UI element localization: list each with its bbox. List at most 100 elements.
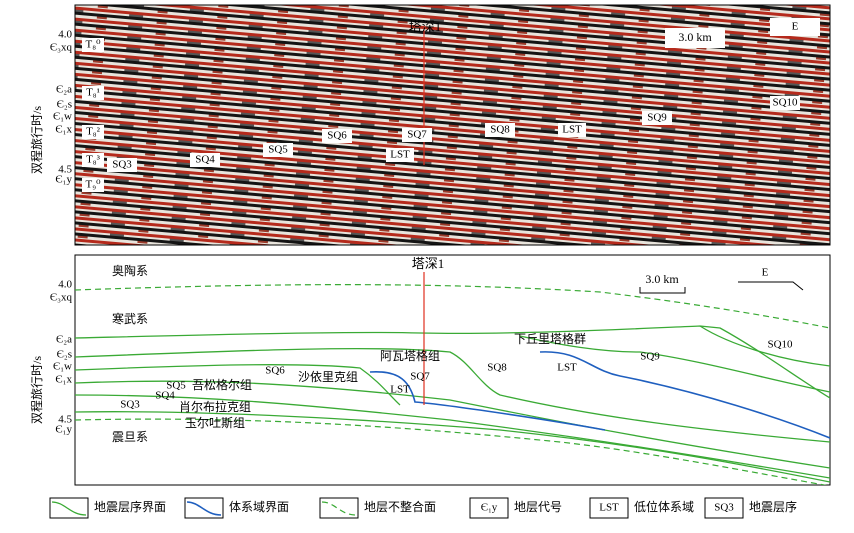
label: SQ4 (195, 154, 215, 166)
label: LST (390, 384, 410, 396)
unconformity (75, 418, 828, 485)
sequence-boundary (699, 325, 830, 367)
sequence-label: SQ4 (155, 390, 175, 402)
unit-label: 吾松格尔组 (192, 377, 252, 392)
legend-label: 体系域界面 (229, 500, 289, 514)
sequence-label: SQ5 (166, 380, 186, 392)
sequence-label: SQ7 (410, 371, 430, 383)
label: T₈¹ (86, 87, 100, 99)
label: SQ10 (772, 97, 798, 109)
label: SQ6 (327, 130, 347, 142)
formation-label: Є₃xq (50, 292, 73, 304)
formation-label: Є₂a (56, 84, 72, 96)
legend-box (49, 497, 89, 519)
sequence-boundary (75, 411, 830, 483)
y-tick-label: 4.0 (58, 29, 72, 41)
direction-box (770, 18, 820, 36)
formation-label: Є₂s (57, 349, 72, 361)
scale-label: 3.0 km (645, 272, 679, 286)
scale-label: 3.0 km (678, 30, 712, 44)
direction-label: E (762, 267, 769, 279)
sequence-boundary (75, 380, 830, 469)
legend-symbol: SQ3 (714, 502, 734, 514)
sequence-label: SQ3 (120, 399, 140, 411)
direction-label: E (792, 21, 799, 33)
label-box (82, 153, 104, 167)
scale-bar (639, 287, 686, 294)
y-tick-label: 4.5 (58, 164, 72, 176)
label: T₈² (86, 126, 101, 138)
label: SQ7 (407, 129, 427, 141)
legend-label: 地层不整合面 (364, 499, 436, 514)
label-box (263, 143, 293, 157)
label: T₈³ (86, 154, 101, 166)
formation-label: Є₁y (55, 424, 72, 436)
legend-symbol: Є₁y (481, 502, 498, 514)
labels: 双程旅行时/s4.04.5Є₃xqЄ₂aЄ₂sЄ₁wЄ₁xЄ₁y双程旅行时/s4… (29, 29, 800, 444)
label: LST (390, 149, 410, 161)
unit-label: 下丘里塔格群 (514, 331, 586, 346)
label: SQ5 (268, 144, 288, 156)
sequence-boundary (75, 364, 401, 406)
label: LST (557, 362, 577, 374)
sequence-label: SQ10 (767, 339, 793, 351)
legend-box (589, 497, 629, 519)
sequence-label: SQ8 (487, 362, 507, 374)
y-tick-label: 4.0 (58, 279, 72, 291)
legend-box (319, 497, 359, 519)
unconformity (75, 284, 830, 329)
label: SQ8 (490, 124, 510, 136)
legend-label: 地层代号 (514, 500, 562, 514)
legend-label: 地震层序 (749, 499, 797, 514)
y-axis-label: 双程旅行时/s (29, 356, 44, 424)
legend-swatch (321, 501, 357, 516)
label-box (485, 123, 515, 137)
legend-swatch (51, 501, 87, 516)
legend-swatch (186, 501, 222, 516)
label: 震旦系 (112, 430, 148, 444)
label-box (190, 153, 220, 167)
sequence-boundary (519, 335, 830, 393)
label-box (386, 148, 414, 162)
well-label: 塔深1 (409, 19, 442, 34)
formation-label: Є₁w (53, 361, 72, 373)
label: 寒武系 (112, 311, 148, 326)
label-box (558, 123, 586, 137)
direction-arrow (738, 281, 804, 291)
scale-box (665, 28, 725, 48)
label: T₈⁰ (86, 39, 102, 51)
formation-label: Є₁x (55, 374, 72, 386)
label-box (82, 86, 104, 100)
label: 奥陶系 (112, 263, 148, 278)
legend-symbol: LST (599, 502, 619, 514)
sequence-label: SQ9 (640, 351, 660, 363)
legend-label: 低位体系域 (634, 499, 694, 514)
legend: 地震层序界面 体系域界面 地层不整合面 Є₁y 地层代号 LST 低位体系域 SQ3 地震层序 (49, 497, 797, 519)
well-label: 塔深1 (412, 256, 445, 271)
label-box (642, 111, 672, 125)
sequence-boundary (75, 347, 830, 443)
tract-boundary (539, 351, 830, 439)
sequence-label: SQ6 (265, 365, 285, 377)
tract-boundary (369, 371, 606, 431)
formation-label: Є₂s (57, 99, 72, 111)
label-box (770, 96, 800, 110)
unit-label: 阿瓦塔格组 (380, 348, 440, 363)
formation-label: Є₁x (55, 124, 72, 136)
interpretation-panel (74, 254, 831, 486)
label-box (107, 158, 137, 172)
formation-label: Є₂a (56, 334, 72, 346)
unit-label: 肖尔布拉克组 (179, 399, 251, 414)
label: SQ9 (647, 112, 667, 124)
y-tick-label: 4.5 (58, 414, 72, 426)
formation-label: Є₁y (55, 174, 72, 186)
label: LST (562, 124, 582, 136)
label-box (322, 129, 352, 143)
unit-label: 玉尔吐斯组 (185, 415, 245, 430)
label: T₉⁰ (86, 179, 102, 191)
bottom-interpretation (75, 284, 830, 485)
label-box (402, 128, 432, 142)
sequence-boundary (75, 394, 830, 479)
y-axis-label: 双程旅行时/s (29, 106, 44, 174)
label-box (82, 125, 104, 139)
